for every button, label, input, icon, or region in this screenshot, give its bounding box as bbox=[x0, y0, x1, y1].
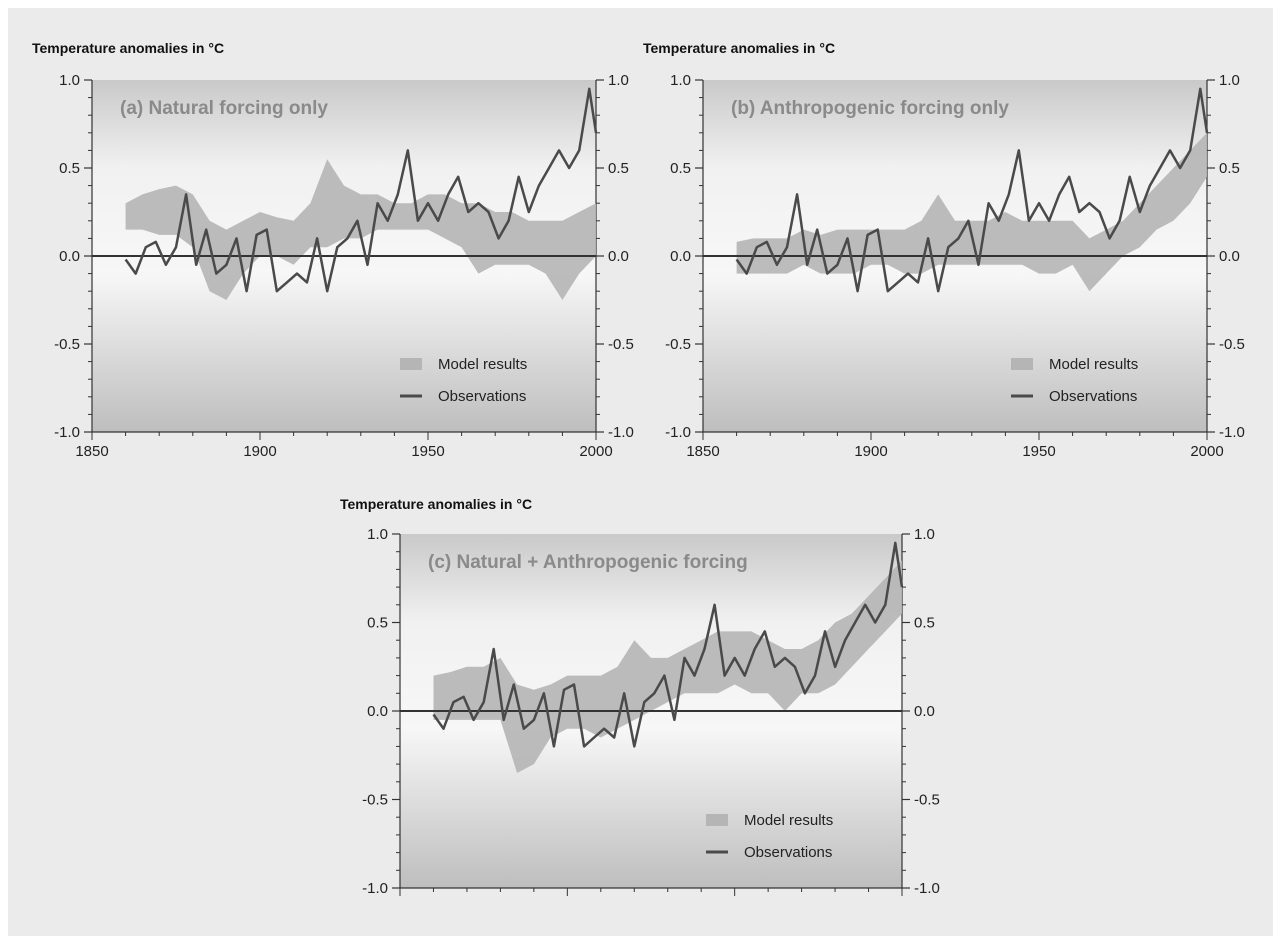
y-tick-label-right: 0.5 bbox=[608, 160, 629, 177]
y-tick-label-right: -1.0 bbox=[608, 424, 634, 441]
legend-model-label: Model results bbox=[438, 356, 527, 373]
x-tick-label: 2000 bbox=[579, 443, 612, 460]
legend-obs-label: Observations bbox=[744, 844, 832, 861]
observations-line bbox=[124, 87, 598, 293]
observations-line bbox=[432, 541, 904, 748]
y-tick-label-right: 1.0 bbox=[1219, 72, 1240, 89]
y-tick-label-right: 0.0 bbox=[608, 248, 629, 265]
legend-obs-label: Observations bbox=[1049, 388, 1137, 405]
y-tick-label-left: 0.0 bbox=[59, 248, 80, 265]
y-tick-label-left: -0.5 bbox=[665, 336, 691, 353]
y-tick-label-left: 0.0 bbox=[670, 248, 691, 265]
y-tick-label-right: 1.0 bbox=[608, 72, 629, 89]
legend-model-swatch bbox=[706, 814, 728, 826]
y-tick-label-right: 0.0 bbox=[1219, 248, 1240, 265]
y-tick-label-left: -0.5 bbox=[362, 792, 388, 809]
y-axis-title: Temperature anomalies in °C bbox=[32, 40, 224, 56]
x-tick-label: 1850 bbox=[686, 443, 719, 460]
y-tick-label-left: -1.0 bbox=[665, 424, 691, 441]
y-tick-label-right: 1.0 bbox=[914, 526, 935, 543]
y-tick-label-right: -0.5 bbox=[914, 792, 940, 809]
panel-title: (b) Anthropogenic forcing only bbox=[731, 98, 1009, 119]
model-results-band bbox=[433, 560, 902, 773]
y-axis-title: Temperature anomalies in °C bbox=[643, 40, 835, 56]
y-tick-label-left: 0.5 bbox=[367, 615, 388, 632]
x-tick-label: 1950 bbox=[1022, 443, 1055, 460]
y-tick-label-left: 0.0 bbox=[367, 703, 388, 720]
panel-title: (a) Natural forcing only bbox=[120, 98, 328, 119]
y-tick-label-left: 1.0 bbox=[670, 72, 691, 89]
chart-panel-c: Temperature anomalies in °C 1.0 1.0 0.5 0.5 0… bbox=[340, 496, 940, 897]
model-results-band bbox=[125, 159, 596, 300]
legend-obs-label: Observations bbox=[438, 388, 526, 405]
legend-model-label: Model results bbox=[744, 812, 833, 829]
y-tick-label-left: 0.5 bbox=[670, 160, 691, 177]
y-tick-label-right: -0.5 bbox=[1219, 336, 1245, 353]
legend-model-label: Model results bbox=[1049, 356, 1138, 373]
panel-title: (c) Natural + Anthropogenic forcing bbox=[428, 552, 748, 573]
legend-model-swatch bbox=[400, 358, 422, 370]
y-tick-label-right: -1.0 bbox=[914, 880, 940, 897]
y-tick-label-right: -0.5 bbox=[608, 336, 634, 353]
y-tick-label-right: -1.0 bbox=[1219, 424, 1245, 441]
y-tick-label-left: 0.5 bbox=[59, 160, 80, 177]
y-tick-label-right: 0.0 bbox=[914, 703, 935, 720]
observations-line bbox=[735, 87, 1209, 293]
chart-panel-b: Temperature anomalies in °C 1.0 1.0 0.5 0.5 0… bbox=[643, 40, 1245, 460]
y-tick-label-left: 1.0 bbox=[59, 72, 80, 89]
y-tick-label-left: -1.0 bbox=[362, 880, 388, 897]
chart-panel-a: Temperature anomalies in °C 1.0 1.0 0.5 0.5 0… bbox=[32, 40, 634, 460]
x-tick-label: 2000 bbox=[1190, 443, 1223, 460]
legend-model-swatch bbox=[1011, 358, 1033, 370]
y-tick-label-right: 0.5 bbox=[1219, 160, 1240, 177]
model-results-band bbox=[736, 132, 1207, 292]
x-tick-label: 1900 bbox=[854, 443, 887, 460]
x-tick-label: 1850 bbox=[75, 443, 108, 460]
y-tick-label-right: 0.5 bbox=[914, 615, 935, 632]
y-tick-label-left: -0.5 bbox=[54, 336, 80, 353]
x-tick-label: 1900 bbox=[243, 443, 276, 460]
y-tick-label-left: 1.0 bbox=[367, 526, 388, 543]
x-tick-label: 1950 bbox=[411, 443, 444, 460]
y-axis-title: Temperature anomalies in °C bbox=[340, 496, 532, 512]
y-tick-label-left: -1.0 bbox=[54, 424, 80, 441]
